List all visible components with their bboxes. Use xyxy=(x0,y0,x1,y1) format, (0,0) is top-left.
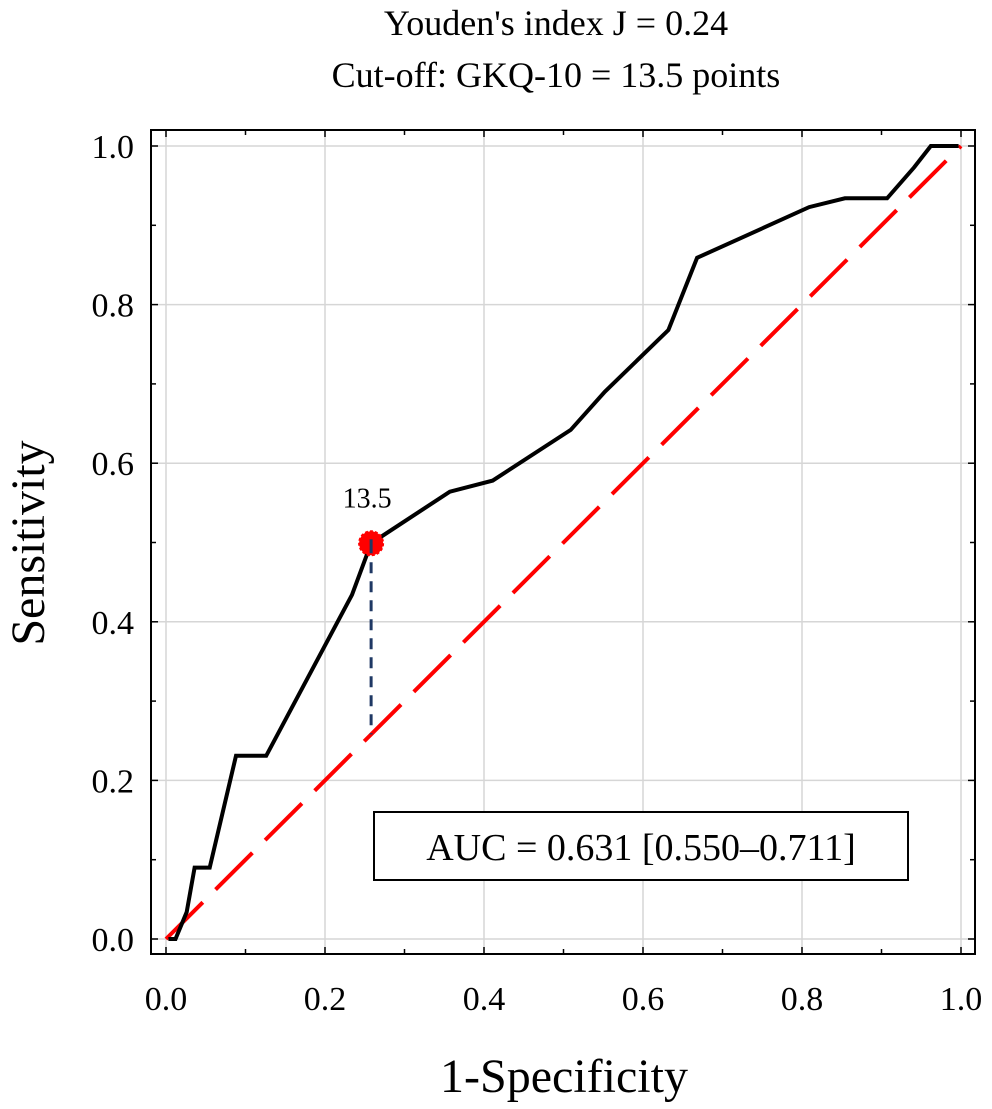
x-tick-label: 0.0 xyxy=(145,981,188,1018)
y-tick-label: 1.0 xyxy=(92,129,135,166)
x-tick-label: 0.4 xyxy=(463,981,506,1018)
x-tick-label: 1.0 xyxy=(940,981,983,1018)
y-tick-label: 0.2 xyxy=(92,763,135,800)
y-tick-label: 0.0 xyxy=(92,922,135,959)
ticks xyxy=(151,130,975,954)
cutoff-point-label: 13.5 xyxy=(343,483,392,514)
auc-annotation: AUC = 0.631 [0.550–0.711] xyxy=(426,827,856,869)
x-tick-label: 0.2 xyxy=(304,981,347,1018)
y-tick-labels: 0.0 0.2 0.4 0.6 0.8 1.0 xyxy=(92,129,135,959)
auc-box xyxy=(373,811,909,881)
y-tick-label: 0.6 xyxy=(92,446,135,483)
series-layer xyxy=(164,144,963,941)
cutoff-layer: 13.5 xyxy=(343,483,392,735)
x-tick-label: 0.6 xyxy=(622,981,665,1018)
x-axis-label: 1-Specificity xyxy=(440,1050,688,1103)
reference-diagonal-line xyxy=(164,144,963,941)
y-tick-label: 0.8 xyxy=(92,288,135,325)
chart-title-line-1: Youden's index J = 0.24 xyxy=(384,3,728,43)
y-axis-label: Sensitivity xyxy=(2,440,55,645)
roc-curve-line xyxy=(168,144,959,941)
x-tick-label: 0.8 xyxy=(781,981,824,1018)
grid xyxy=(151,130,975,954)
x-tick-labels: 0.0 0.2 0.4 0.6 0.8 1.0 xyxy=(145,981,983,1018)
y-tick-label: 0.4 xyxy=(92,605,135,642)
chart-title-line-2: Cut-off: GKQ-10 = 13.5 points xyxy=(332,55,781,95)
